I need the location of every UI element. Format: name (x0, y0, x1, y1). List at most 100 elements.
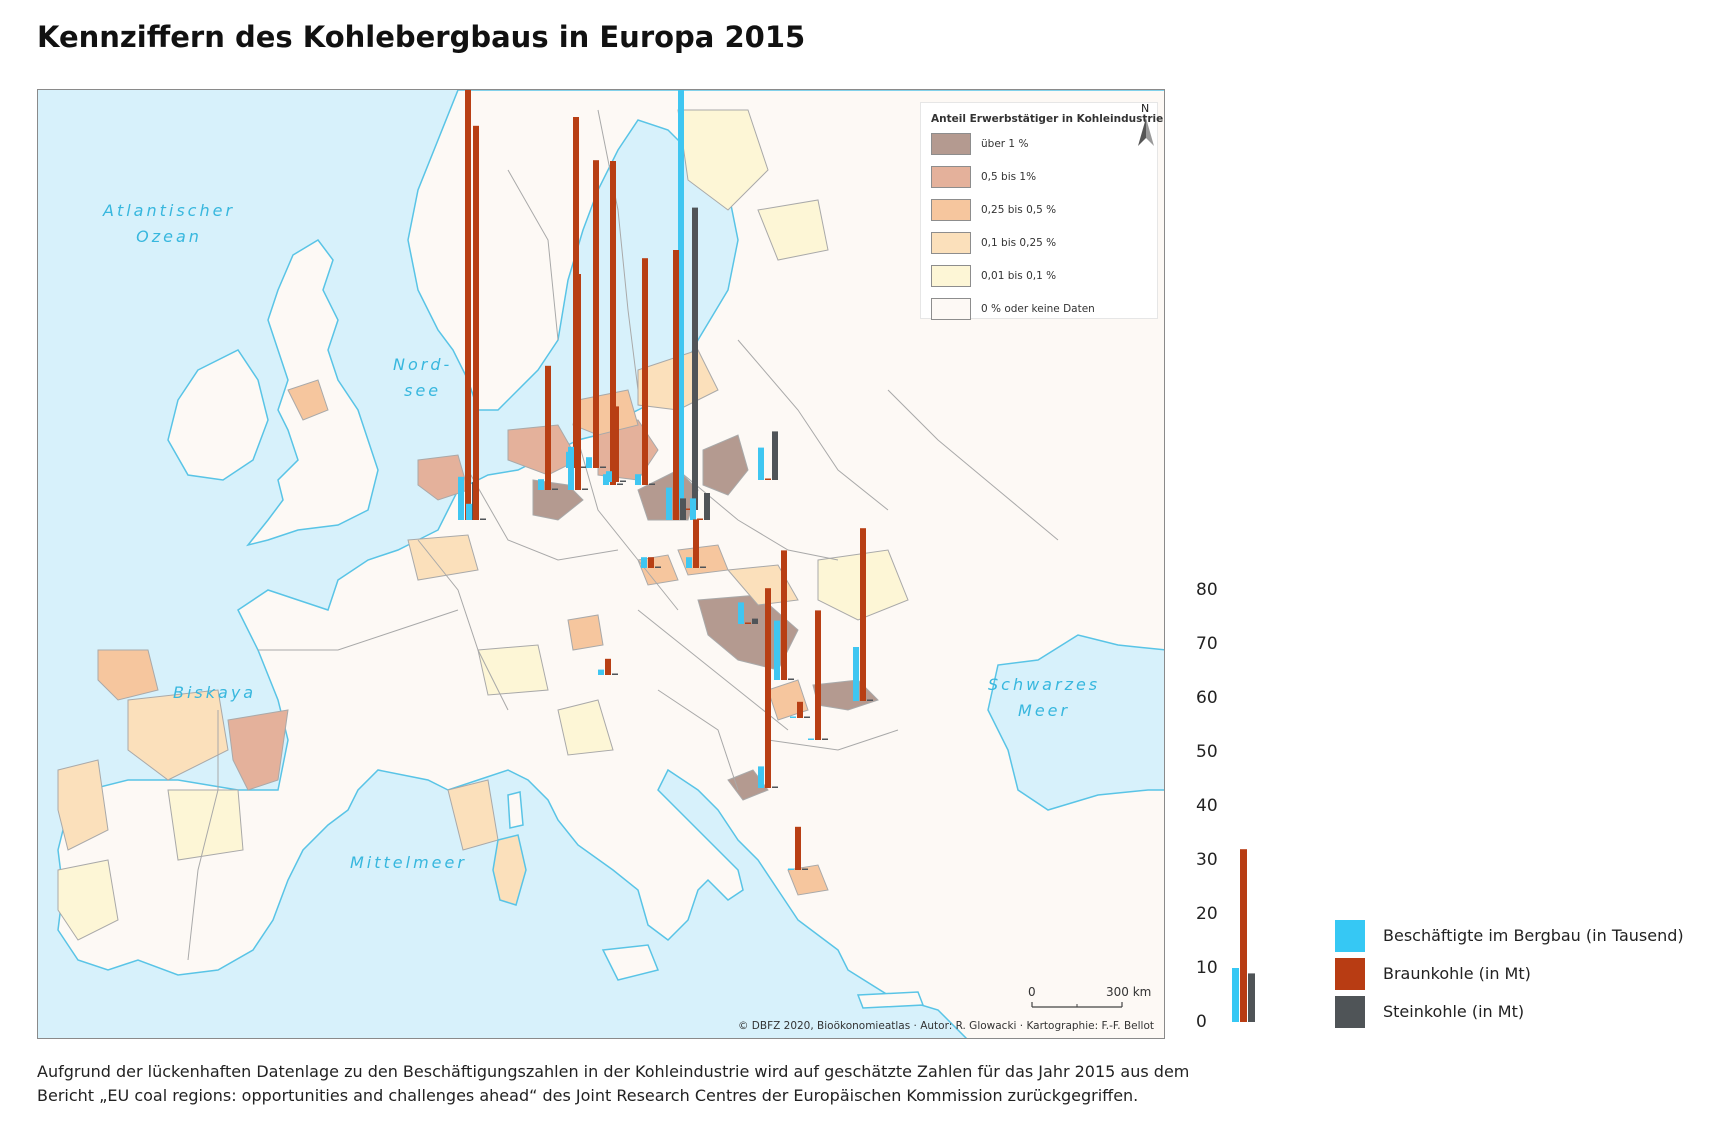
scale-tick: 20 (1196, 904, 1218, 924)
employees-bar (758, 766, 764, 788)
region-bar-group (466, 125, 486, 521)
lignite-bar (745, 622, 751, 624)
bar-legend-label: Beschäftigte im Bergbau (in Tausend) (1383, 926, 1684, 945)
scale-zero: 0 (1028, 985, 1036, 999)
hardcoal-bar (802, 868, 808, 870)
map-title: Kennziffern des Kohlebergbaus in Europa … (37, 20, 806, 54)
lignite-bar (685, 508, 691, 510)
scale-tick: 10 (1196, 958, 1218, 978)
hardcoal-bar (480, 518, 486, 520)
country-borders (187, 109, 1059, 961)
region-bar-group (758, 431, 778, 480)
region-bar-group (790, 701, 810, 718)
lignite-bar (642, 258, 648, 485)
land-sardinia (492, 834, 527, 906)
lignite-bar (575, 274, 581, 490)
lignite-bar (860, 528, 866, 701)
lignite-bar (795, 826, 801, 870)
region-bar-group (686, 519, 706, 568)
hardcoal-bar (788, 678, 794, 680)
employees-bar (678, 90, 684, 511)
hardcoal-bar (600, 466, 606, 468)
lignite-bar (613, 406, 619, 482)
legend-label: über 1 % (981, 138, 1029, 150)
region-bar-group (758, 588, 778, 788)
employees-bar (586, 457, 592, 468)
map-legend: Anteil Erwerbstätiger in Kohleindustrie … (920, 102, 1163, 320)
lignite-bar (465, 90, 471, 520)
lignite-bar (765, 588, 771, 788)
scale-max: 300 km (1106, 985, 1152, 999)
legend-title: Anteil Erwerbstätiger in Kohleindustrie (931, 113, 1164, 125)
land-sicily (601, 944, 660, 981)
employees-bar (758, 447, 764, 480)
sample-lignite-bar (1240, 849, 1247, 1022)
legend-swatch (931, 133, 971, 155)
legend-label: 0,5 bis 1% (981, 171, 1037, 183)
bar-legend-swatch (1335, 996, 1365, 1028)
employees-bar (666, 487, 672, 520)
hardcoal-bar (649, 483, 655, 485)
schwarzes-meer-label: Schwarzes Meer (988, 675, 1101, 720)
lignite-bar (593, 160, 599, 468)
map-frame[interactable]: Atlantischer Ozean Nord- see Biskaya Mit… (37, 89, 1165, 1039)
scale-tick: 80 (1196, 580, 1218, 600)
hardcoal-bar (822, 738, 828, 740)
hardcoal-bar (700, 566, 706, 568)
north-label: N (1141, 102, 1150, 115)
legend-swatch (931, 199, 971, 221)
scale-tick: 30 (1196, 850, 1218, 870)
region-bar-group (690, 493, 710, 520)
hardcoal-bar (680, 498, 686, 520)
employees-bar (808, 738, 814, 740)
legend-label: 0 % oder keine Daten (981, 303, 1095, 315)
atlantic-label: Atlantischer Ozean (103, 201, 236, 246)
lignite-bar (673, 250, 679, 520)
legend-label: 0,01 bis 0,1 % (981, 270, 1057, 282)
lignite-bar (473, 125, 479, 521)
legend-label: 0,1 bis 0,25 % (981, 237, 1057, 249)
region-bar-group (568, 274, 588, 490)
bar-legend-swatch (1335, 958, 1365, 990)
hardcoal-bar (655, 566, 661, 568)
region-bar-group (738, 602, 758, 624)
region-bar-group (808, 610, 828, 740)
hardcoal-bar (752, 618, 758, 624)
lignite-bar (697, 518, 703, 520)
region-bar-group (788, 826, 808, 870)
region-bar-group (853, 528, 873, 701)
employees-bar (606, 471, 612, 482)
employees-bar (641, 557, 647, 568)
scale-bar-line (1031, 1002, 1123, 1008)
region-bar-group (678, 90, 698, 511)
scale-tick: 0 (1196, 1012, 1207, 1032)
employees-bar (538, 479, 544, 490)
lignite-bar (648, 557, 654, 568)
region-bar-group (635, 258, 655, 485)
lignite-bar (815, 610, 821, 740)
hardcoal-bar (620, 480, 626, 482)
employees-bar (788, 868, 794, 870)
nordsee-label: Nord- see (393, 355, 453, 400)
hardcoal-bar (867, 699, 873, 701)
coal-bars (458, 90, 873, 870)
employees-bar (458, 476, 464, 520)
scale-tick: 50 (1196, 742, 1218, 762)
sample-bars (1232, 849, 1255, 1022)
land-corsica (507, 791, 524, 829)
bar-legend-swatch (1335, 920, 1365, 952)
legend-swatch (931, 166, 971, 188)
lignite-bar (797, 701, 803, 718)
employees-bar (853, 647, 859, 701)
hardcoal-bar (612, 673, 618, 675)
region-bar-group (606, 406, 626, 482)
mittelmeer-label: Mittelmeer (350, 853, 467, 872)
lignite-bar (693, 519, 699, 568)
region-bar-group (598, 658, 618, 675)
lignite-bar (545, 365, 551, 490)
employees-bar (774, 620, 780, 680)
employees-bar (790, 716, 796, 718)
employees-bar (466, 503, 472, 520)
north-arrow-icon (1138, 118, 1154, 146)
region-bar-group (641, 557, 661, 568)
